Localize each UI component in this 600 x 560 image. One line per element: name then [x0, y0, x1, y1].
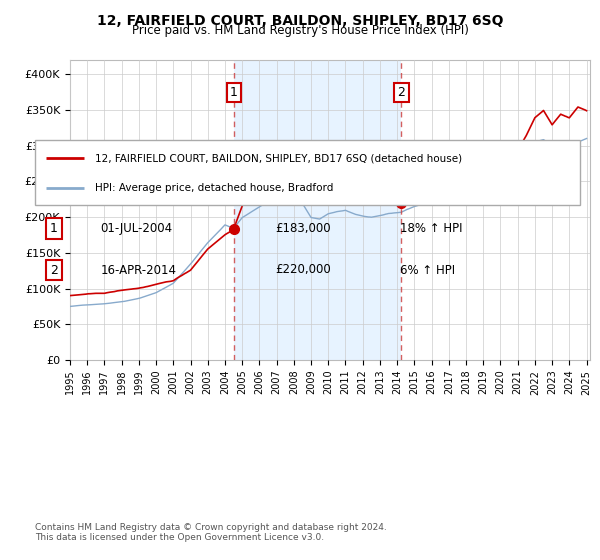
Bar [233, 60, 401, 360]
Text: £220,000: £220,000 [275, 264, 331, 277]
Text: 01-JUL-2004: 01-JUL-2004 [100, 222, 173, 235]
Text: 6% ↑ HPI: 6% ↑ HPI [400, 264, 455, 277]
Text: Contains HM Land Registry data © Crown copyright and database right 2024.
This d: Contains HM Land Registry data © Crown c… [35, 522, 387, 542]
Text: 2: 2 [398, 86, 406, 99]
Text: Price paid vs. HM Land Registry's House Price Index (HPI): Price paid vs. HM Land Registry's House … [131, 24, 469, 36]
Text: 1: 1 [50, 222, 58, 235]
Text: 1: 1 [230, 86, 238, 99]
Text: 2: 2 [50, 264, 58, 277]
Text: 12, FAIRFIELD COURT, BAILDON, SHIPLEY, BD17 6SQ: 12, FAIRFIELD COURT, BAILDON, SHIPLEY, B… [97, 14, 503, 28]
Text: 18% ↑ HPI: 18% ↑ HPI [400, 222, 463, 235]
Text: 12, FAIRFIELD COURT, BAILDON, SHIPLEY, BD17 6SQ (detached house): 12, FAIRFIELD COURT, BAILDON, SHIPLEY, B… [95, 153, 462, 163]
Text: HPI: Average price, detached house, Bradford: HPI: Average price, detached house, Brad… [95, 183, 334, 193]
Text: £183,000: £183,000 [275, 222, 331, 235]
FancyBboxPatch shape [35, 140, 580, 205]
Text: 16-APR-2014: 16-APR-2014 [100, 264, 176, 277]
